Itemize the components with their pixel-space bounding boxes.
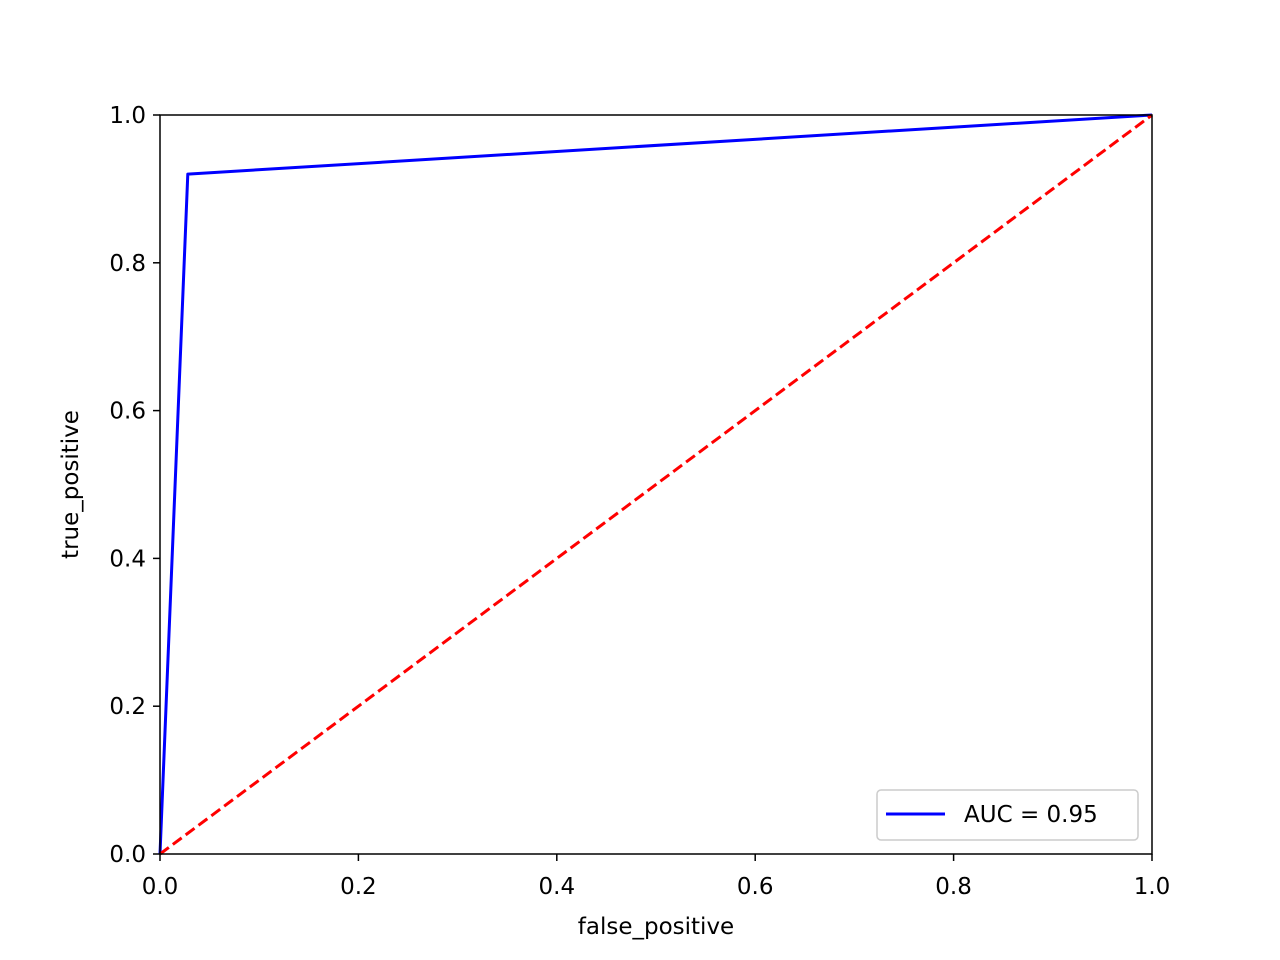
- x-tick-label: 0.2: [340, 874, 377, 900]
- y-tick-label: 0.6: [109, 399, 146, 425]
- y-axis-label: true_positive: [58, 410, 84, 559]
- y-tick-label: 0.2: [109, 694, 146, 720]
- x-tick-label: 0.6: [737, 874, 774, 900]
- series-layer: [158, 113, 1153, 856]
- y-tick-label: 1.0: [109, 103, 146, 129]
- legend: AUC = 0.95: [876, 789, 1139, 841]
- plot-frame: [159, 114, 1153, 855]
- y-tick-label: 0.0: [109, 842, 146, 868]
- roc-curve-line: [158, 113, 1153, 855]
- y-axis-ticks: 0.0 0.2 0.4 0.6 0.8 1.0: [109, 103, 160, 868]
- x-axis-label: false_positive: [578, 914, 734, 940]
- legend-box: [876, 789, 1139, 841]
- x-axis-ticks: 0.0 0.2 0.4 0.6 0.8 1.0: [142, 854, 1171, 900]
- y-tick-label: 0.8: [109, 251, 146, 277]
- x-tick-label: 0.8: [935, 874, 972, 900]
- x-tick-label: 0.4: [539, 874, 576, 900]
- y-tick-label: 0.4: [109, 546, 146, 572]
- legend-label: AUC = 0.95: [964, 802, 1098, 828]
- x-tick-label: 1.0: [1134, 874, 1171, 900]
- chance-diagonal-line: [159, 113, 1153, 856]
- x-tick-label: 0.0: [142, 874, 179, 900]
